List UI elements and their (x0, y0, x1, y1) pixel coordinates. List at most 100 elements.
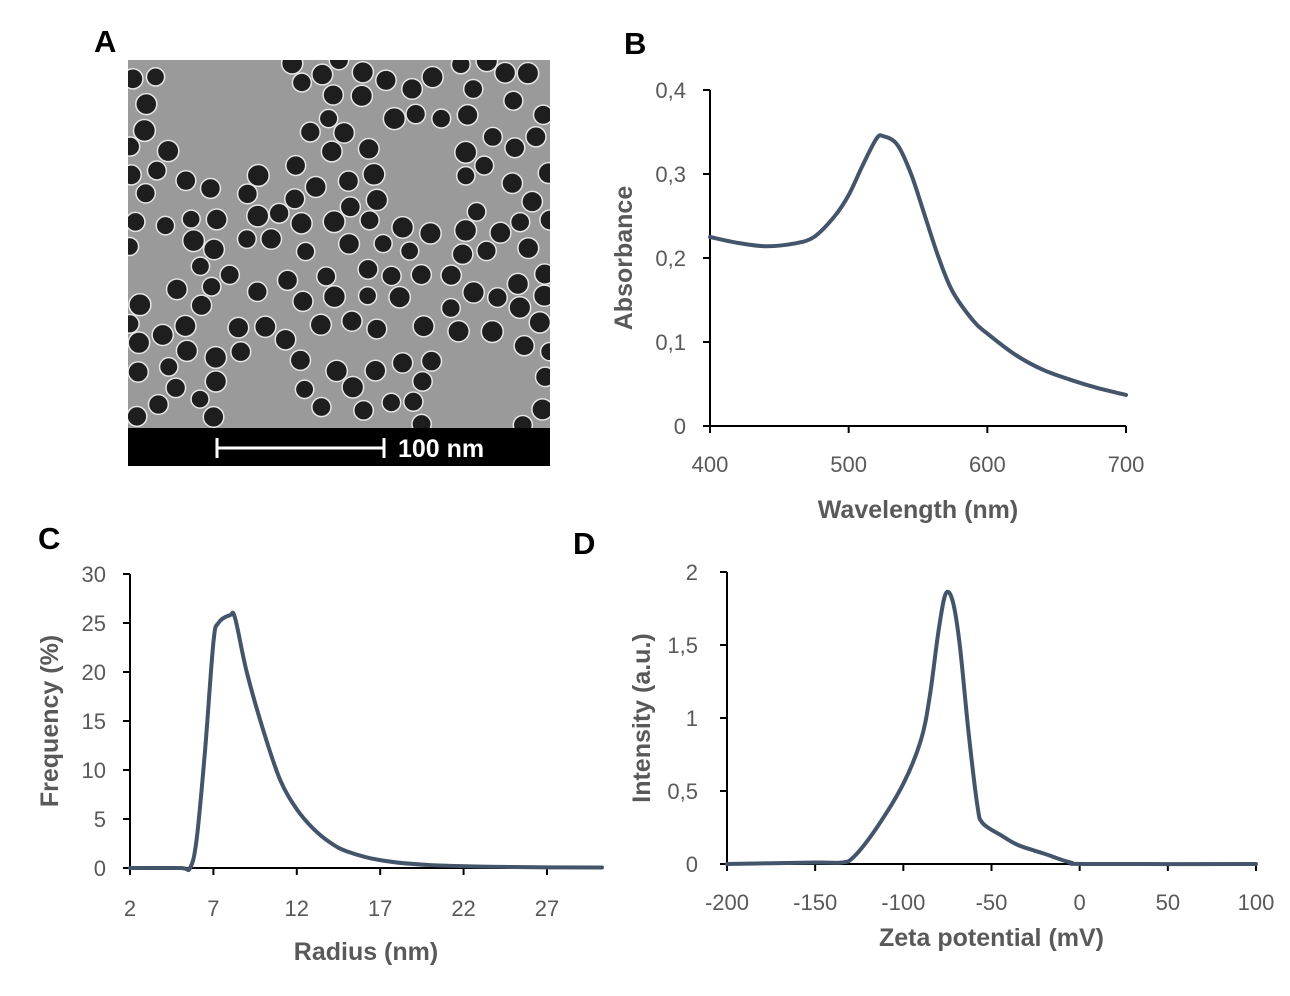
nanoparticle (532, 104, 550, 126)
nanoparticle (451, 243, 474, 266)
nanoparticle (506, 272, 530, 296)
nanoparticle (260, 227, 283, 251)
nanoparticle (285, 154, 307, 177)
x-tick-label: -200 (705, 890, 749, 915)
nanoparticle (294, 379, 315, 400)
nanoparticle (322, 285, 347, 309)
x-tick-label: 600 (969, 452, 1006, 477)
nanoparticle (280, 60, 304, 75)
y-tick-label: 10 (82, 758, 106, 783)
nanoparticle (155, 215, 176, 236)
nanoparticle (190, 389, 210, 409)
nanoparticle (412, 314, 435, 338)
nanoparticle (135, 92, 158, 116)
nanoparticle (175, 169, 197, 192)
nanoparticle (521, 190, 544, 213)
nanoparticle (525, 126, 547, 148)
nanoparticle (453, 218, 478, 243)
nanoparticle (202, 238, 226, 261)
nanoparticle (476, 240, 498, 262)
nanoparticles (128, 60, 550, 428)
x-tick-label: 0 (1074, 890, 1086, 915)
nanoparticle (145, 67, 166, 87)
nanoparticle (365, 188, 389, 212)
nanoparticle (474, 155, 495, 176)
nanoparticle (539, 209, 550, 231)
nanoparticle (450, 60, 471, 75)
nanoparticle (289, 349, 312, 372)
nanoparticle (175, 339, 199, 363)
y-axis-title: Intensity (a.u.) (628, 633, 656, 802)
nanoparticle (236, 183, 259, 205)
nanoparticle (440, 264, 463, 287)
nanoparticle (299, 121, 321, 143)
y-tick-label: 1 (686, 706, 698, 731)
nanoparticle (537, 161, 550, 185)
nanoparticle (246, 281, 268, 303)
nanoparticle (337, 170, 360, 192)
nanoparticle (462, 280, 486, 304)
nanoparticle (284, 188, 306, 210)
nanoparticle (359, 209, 380, 231)
x-tick-label: 27 (535, 896, 559, 921)
nanoparticle (181, 229, 206, 253)
nanoparticle (403, 391, 424, 412)
y-tick-label: 15 (82, 709, 106, 734)
y-tick-label: 25 (82, 611, 106, 636)
nanoparticle (219, 264, 241, 286)
nanoparticle (489, 221, 512, 244)
nanoparticle (475, 60, 499, 73)
y-tick-label: 0,1 (655, 330, 686, 355)
x-tick-label: 50 (1156, 890, 1180, 915)
nanoparticle (357, 137, 380, 160)
nanoparticle (290, 211, 313, 235)
nanoparticle (504, 137, 526, 159)
panel-label-a: A (94, 24, 116, 59)
nanoparticle (533, 263, 550, 285)
nanoparticle (357, 285, 378, 306)
nanoparticle (128, 136, 141, 157)
nanoparticle (418, 221, 442, 245)
nanoparticle (391, 215, 415, 240)
nanoparticle (204, 370, 228, 393)
nanoparticle (295, 241, 316, 262)
x-tick-label: 500 (830, 452, 867, 477)
nanoparticle (381, 392, 402, 413)
nanoparticle (128, 405, 148, 428)
chart-absorbance: 0 0,1 0,2 0,3 0,4 400 500 600 700 Wavelength (nm)… (610, 78, 1144, 524)
x-axis-title: Zeta potential (mV) (879, 924, 1104, 952)
nanoparticle (322, 209, 346, 234)
nanoparticle (236, 228, 258, 250)
series-line (725, 589, 1258, 867)
nanoparticle (181, 209, 201, 229)
nanoparticle (341, 310, 363, 332)
nanoparticle (509, 211, 531, 233)
nanoparticle (147, 393, 170, 416)
nanoparticle (253, 315, 277, 339)
nanoparticle (539, 341, 550, 362)
nanoparticle (128, 67, 144, 90)
nanoparticle (151, 323, 175, 347)
nanoparticle (276, 269, 299, 292)
nanoparticle (128, 211, 146, 233)
nanoparticle (190, 256, 211, 277)
nanoparticle (165, 278, 189, 301)
nanoparticle (501, 172, 524, 195)
x-tick-label: -50 (976, 890, 1008, 915)
nanoparticle (128, 293, 152, 317)
y-tick-label: 0 (674, 414, 686, 439)
nanoparticle (158, 356, 179, 377)
nanoparticle (128, 331, 151, 355)
nanoparticle (199, 177, 222, 200)
nanoparticle (513, 334, 536, 357)
nanoparticle (309, 313, 333, 337)
nanoparticle (364, 359, 387, 382)
nanoparticle (315, 266, 337, 287)
y-tick-label: 0 (94, 856, 106, 881)
panel-label-b: B (624, 26, 646, 61)
scale-bar (215, 438, 386, 458)
nanoparticle (388, 285, 412, 309)
nanoparticle (320, 140, 343, 163)
